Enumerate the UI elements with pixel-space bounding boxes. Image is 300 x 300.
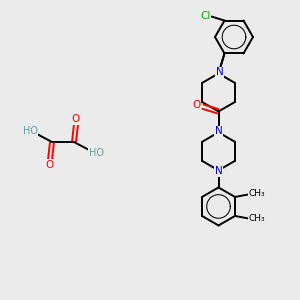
Text: Cl: Cl — [200, 11, 211, 20]
Text: N: N — [216, 68, 224, 77]
Text: N: N — [214, 167, 222, 176]
Text: N: N — [214, 126, 222, 136]
Text: CH₃: CH₃ — [249, 190, 266, 199]
Text: O: O — [192, 100, 200, 110]
Text: HO: HO — [88, 148, 104, 158]
Text: O: O — [46, 160, 54, 170]
Text: CH₃: CH₃ — [249, 214, 266, 224]
Text: HO: HO — [22, 126, 38, 136]
Text: O: O — [72, 114, 80, 124]
